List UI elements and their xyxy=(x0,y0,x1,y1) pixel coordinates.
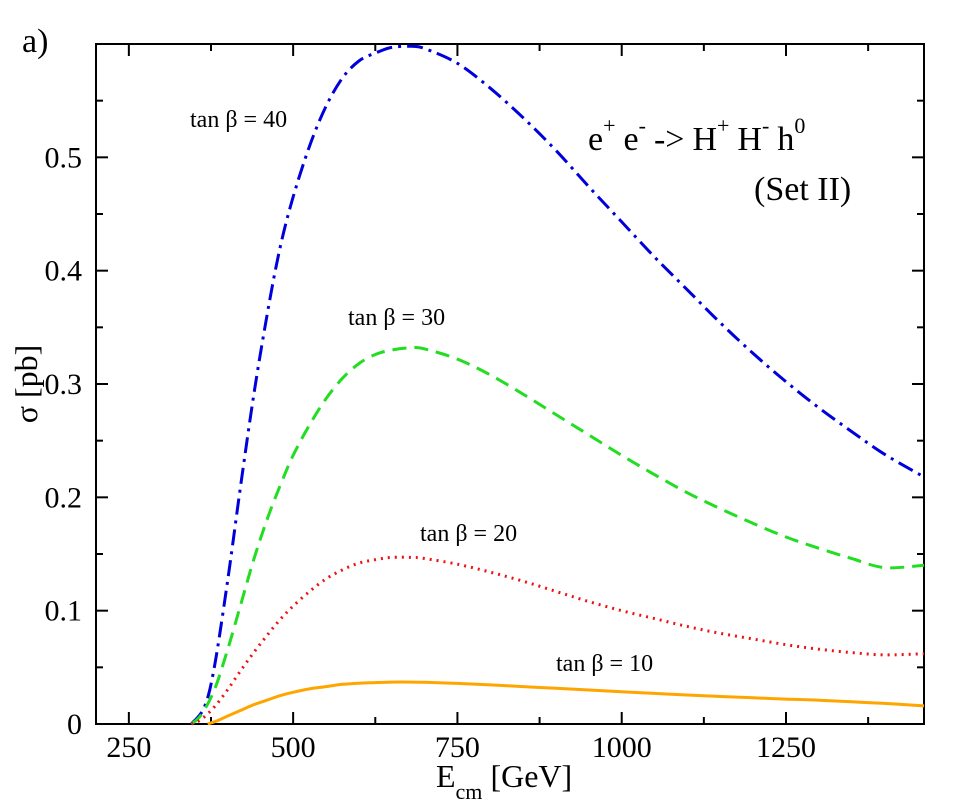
series-line-tan-30 xyxy=(190,345,925,726)
reaction-e1-sup: + xyxy=(603,113,615,138)
y-tick-label: 0 xyxy=(67,708,82,741)
y-axis-title: σ [pb] xyxy=(8,345,44,424)
reaction-h2-sup: - xyxy=(762,113,769,138)
x-axis-title-sub: cm xyxy=(456,779,483,804)
reaction-e2: e xyxy=(624,121,639,158)
y-tick-label: 0.3 xyxy=(45,368,83,401)
reaction-h3: h xyxy=(777,121,794,158)
label-tanb-30: tan β = 30 xyxy=(348,305,445,331)
x-axis-title: Ecm [GeV] xyxy=(436,758,572,804)
set-label: (Set II) xyxy=(754,171,851,208)
panel-label: a) xyxy=(22,23,48,60)
x-axis-title-main: E xyxy=(436,758,456,794)
axis-ticks: 250 500 750 1000 1250 0 0.1 0.2 0.3 0.4 0.5 xyxy=(45,44,924,764)
reaction-e1: e xyxy=(588,121,603,158)
x-tick-label: 250 xyxy=(106,731,151,764)
x-tick-label: 1250 xyxy=(756,731,816,764)
reaction-h1: H xyxy=(692,121,717,158)
x-tick-label: 1000 xyxy=(592,731,652,764)
reaction-e2-sup: - xyxy=(639,113,646,138)
reaction-h1-sup: + xyxy=(717,113,729,138)
y-tick-label: 0.2 xyxy=(45,481,83,514)
series-line-tan-10 xyxy=(207,680,925,726)
y-tick-label: 0.5 xyxy=(45,141,83,174)
y-tick-label: 0.4 xyxy=(45,255,83,288)
x-axis-title-unit: [GeV] xyxy=(490,758,572,794)
reaction-arrow: -> xyxy=(654,121,685,158)
series-line-tan-40 xyxy=(190,44,925,725)
reaction-h3-sup: 0 xyxy=(794,113,805,138)
label-tanb-10: tan β = 10 xyxy=(556,651,653,677)
reaction-label: e+ e- -> H+ H-h0 xyxy=(588,113,805,158)
series-line-tan-20 xyxy=(190,555,925,726)
reaction-h2: H xyxy=(737,121,762,158)
label-tanb-40: tan β = 40 xyxy=(190,107,287,133)
data-curves xyxy=(190,44,925,726)
x-tick-label: 750 xyxy=(435,731,480,764)
label-tanb-20: tan β = 20 xyxy=(420,521,517,547)
x-tick-label: 500 xyxy=(271,731,316,764)
y-tick-label: 0.1 xyxy=(45,595,83,628)
